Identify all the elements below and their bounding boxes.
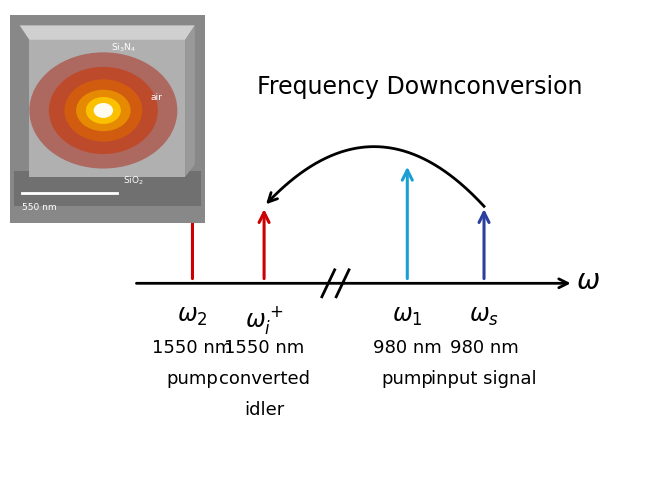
Text: 1550 nm: 1550 nm — [224, 339, 304, 357]
Text: $\omega_i^+$: $\omega_i^+$ — [245, 304, 283, 336]
Text: 980 nm: 980 nm — [373, 339, 442, 357]
Polygon shape — [185, 26, 195, 177]
Ellipse shape — [86, 97, 121, 124]
Ellipse shape — [49, 67, 158, 154]
Text: idler: idler — [244, 400, 284, 418]
Text: SiO$_2$: SiO$_2$ — [123, 175, 144, 187]
Polygon shape — [29, 40, 185, 177]
Text: input signal: input signal — [431, 370, 537, 388]
Text: Si$_3$N$_4$: Si$_3$N$_4$ — [111, 42, 136, 54]
Text: $\omega_1$: $\omega_1$ — [392, 304, 422, 328]
Ellipse shape — [65, 80, 143, 142]
Text: air: air — [150, 94, 162, 102]
Text: pump: pump — [381, 370, 433, 388]
Text: 550 nm: 550 nm — [22, 204, 56, 212]
Ellipse shape — [76, 90, 131, 131]
Text: 980 nm: 980 nm — [449, 339, 518, 357]
Text: $\omega_2$: $\omega_2$ — [177, 304, 208, 328]
Text: converted: converted — [218, 370, 310, 388]
Polygon shape — [14, 170, 201, 206]
Text: $\omega_s$: $\omega_s$ — [469, 304, 499, 328]
Polygon shape — [20, 26, 195, 40]
Text: pump: pump — [166, 370, 218, 388]
Text: Frequency Downconversion: Frequency Downconversion — [257, 76, 583, 100]
Ellipse shape — [94, 103, 113, 118]
Text: $\omega$: $\omega$ — [576, 268, 600, 295]
Text: 1550 nm: 1550 nm — [152, 339, 232, 357]
Ellipse shape — [30, 52, 178, 168]
